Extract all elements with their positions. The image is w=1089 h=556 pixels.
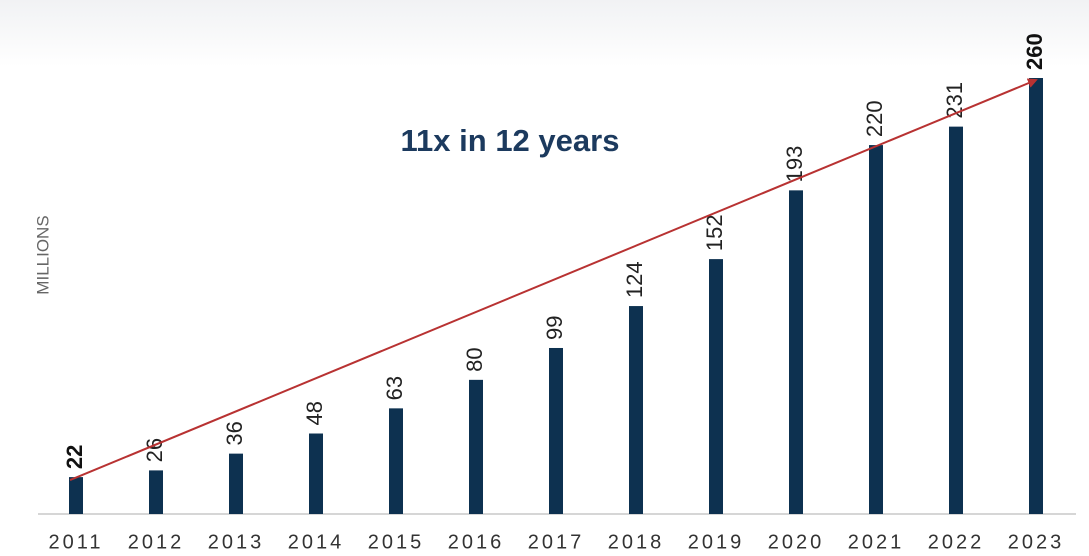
x-tick-label: 2011 (48, 531, 103, 553)
data-label: 260 (1022, 33, 1047, 70)
x-tick-label: 2016 (448, 531, 505, 553)
bar (149, 470, 163, 514)
x-tick-label: 2020 (768, 531, 825, 553)
y-axis-label: MILLIONS (33, 215, 52, 294)
bar (309, 433, 323, 514)
x-tick-label: 2015 (368, 531, 425, 553)
data-label: 63 (382, 376, 407, 400)
trend-arrow (69, 78, 1038, 482)
bar (789, 190, 803, 514)
x-tick-label: 2012 (128, 531, 185, 553)
bar (229, 453, 243, 514)
bar (389, 408, 403, 514)
data-label: 48 (302, 401, 327, 425)
data-label: 231 (942, 82, 967, 119)
bar (869, 145, 883, 515)
x-tick-label: 2013 (208, 531, 265, 553)
data-label: 124 (622, 261, 647, 298)
bar (69, 477, 83, 514)
data-label: 36 (222, 421, 247, 445)
x-tick-label: 2018 (608, 531, 665, 553)
x-tick-label: 2023 (1008, 531, 1065, 553)
x-tick-label: 2021 (848, 531, 905, 553)
bar (469, 379, 483, 514)
data-label: 152 (702, 214, 727, 251)
bar (949, 126, 963, 514)
data-label: 80 (462, 347, 487, 371)
bar (1029, 78, 1043, 514)
x-tick-label: 2022 (928, 531, 985, 553)
x-tick-label: 2017 (528, 531, 585, 553)
annotation: 11x in 12 years (401, 123, 620, 158)
data-label: 220 (862, 100, 887, 137)
bar (629, 306, 643, 514)
bar (549, 347, 563, 514)
bar (709, 259, 723, 514)
data-label: 22 (62, 445, 87, 469)
x-tick-label: 2014 (288, 531, 345, 553)
data-label: 99 (542, 316, 567, 340)
x-tick-label: 2019 (688, 531, 745, 553)
